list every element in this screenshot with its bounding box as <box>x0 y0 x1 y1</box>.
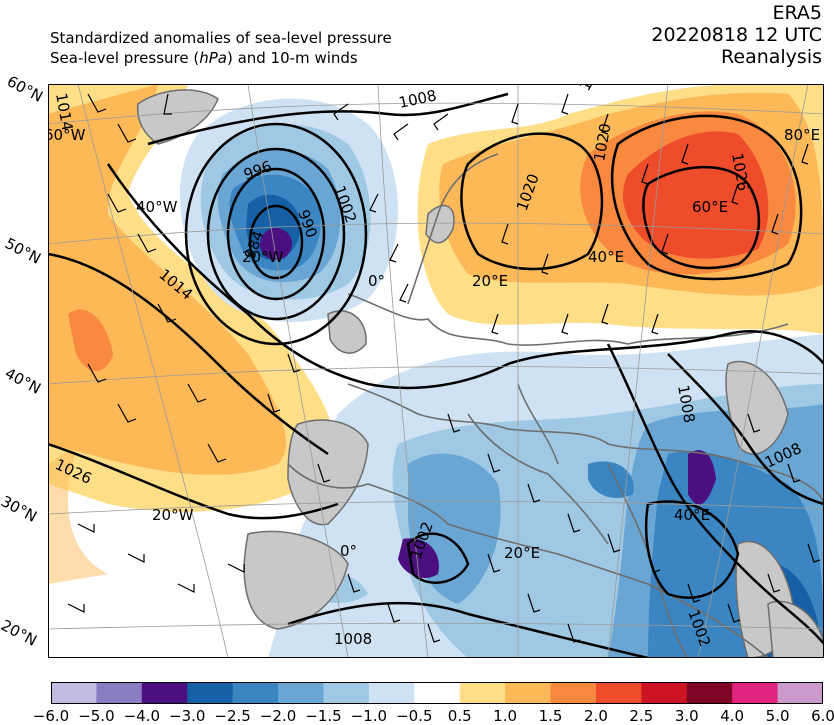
lat-20n: 20°N <box>0 616 40 650</box>
isobar-label-1008b: 1008 <box>334 630 372 648</box>
british-isles <box>327 310 367 354</box>
colorbar-segment <box>414 682 461 704</box>
isobar-1002 <box>184 122 368 346</box>
colorbar-segment <box>777 682 823 704</box>
colorbar-segment <box>505 682 552 704</box>
lon-20e-b: 20°E <box>504 544 540 562</box>
colorbar-segment <box>141 682 188 704</box>
colorbar-segment <box>368 682 415 704</box>
product-label: Reanalysis <box>721 46 822 68</box>
figure-title: Standardized anomalies of sea-level pres… <box>50 28 392 68</box>
colorbar-segment <box>323 682 370 704</box>
lon-60e: 60°E <box>692 198 728 216</box>
lon-80e: 80°E <box>784 126 820 144</box>
colorbar-border <box>51 682 823 704</box>
lat-50n: 50°N <box>1 234 44 268</box>
land-masks <box>136 89 824 658</box>
datetime-label: 20220818 12 UTC <box>651 24 822 46</box>
colorbar-tick-label: 6.0 <box>811 707 834 725</box>
lon-20e-a: 20°E <box>472 272 508 290</box>
source-label: ERA5 <box>772 2 822 24</box>
isobar-1032-russia <box>642 165 761 270</box>
lon-40e-b: 40°E <box>674 506 710 524</box>
colorbar-tick-label: −0.5 <box>396 707 433 725</box>
colorbar-tick-label: −1.0 <box>350 707 388 725</box>
isobar-label-1008c: 1008 <box>576 84 611 94</box>
isobar-984 <box>248 204 304 280</box>
isobar-1020-west <box>48 252 329 456</box>
lon-labels: 60°W 40°W 20°W 0° 20°E 40°E 60°E 80°E 20… <box>48 126 820 562</box>
isobar-996 <box>206 147 346 321</box>
colorbar-segment <box>459 682 506 704</box>
title-line-2: Sea-level pressure (hPa) and 10-m winds <box>50 49 358 67</box>
colorbar-tick-label: 4.0 <box>720 707 745 725</box>
title-line-1: Standardized anomalies of sea-level pres… <box>50 29 392 47</box>
figure-meta: ERA5 20220818 12 UTC Reanalysis <box>651 2 822 68</box>
colorbar-tick-label: −1.5 <box>305 707 342 725</box>
colorbar-tick-label: 5.0 <box>765 707 790 725</box>
isobar-1014 <box>106 163 824 390</box>
colorbar-segment <box>686 682 733 704</box>
graticule <box>48 84 824 658</box>
lon-0-b: 0° <box>340 542 357 560</box>
colorbar-tick-label: 0.5 <box>447 707 472 725</box>
lon-20w-a: 20°W <box>242 248 284 266</box>
lon-40w: 40°W <box>136 198 178 216</box>
map-panel: 60°W 40°W 20°W 0° 20°E 40°E 60°E 80°E 20… <box>48 84 824 658</box>
isobar-990 <box>226 167 326 301</box>
colorbar-tick-label: 1.5 <box>538 707 563 725</box>
colorbar-tick-label: 3.0 <box>674 707 699 725</box>
colorbar-segment <box>550 682 597 704</box>
map-border <box>48 84 824 658</box>
colorbar-segment <box>96 682 143 704</box>
isobar-sicily-low <box>406 532 470 584</box>
colorbar <box>51 682 823 704</box>
isobar-1020-scand <box>460 132 604 271</box>
colorbar-segment <box>641 682 688 704</box>
map-svg: 60°W 40°W 20°W 0° 20°E 40°E 60°E 80°E 20… <box>48 84 824 658</box>
colorbar-segment <box>595 682 642 704</box>
lat-40n: 40°N <box>1 364 44 398</box>
isobar-1008-east <box>606 343 824 645</box>
isobar-1026-west <box>48 442 339 520</box>
wind-barbs <box>67 93 821 643</box>
isobar-1008-south <box>287 601 649 658</box>
lon-60w: 60°W <box>48 126 86 144</box>
colorbar-tick-label: −2.0 <box>259 707 297 725</box>
colorbar-segment <box>278 682 324 704</box>
colorbar-tick-label: −2.5 <box>214 707 251 725</box>
colorbar-segment <box>187 682 234 704</box>
colorbar-tick-label: −6.0 <box>32 707 70 725</box>
colorbar-segment <box>232 682 279 704</box>
greenland <box>136 89 219 145</box>
isobar-1026-russia <box>610 114 803 281</box>
lat-30n: 30°N <box>0 492 40 526</box>
isobar-1002-east <box>667 353 824 506</box>
lon-20w-b: 20°W <box>152 506 194 524</box>
colorbar-tick-label: −5.0 <box>78 707 115 725</box>
caspian-region <box>725 360 789 455</box>
colorbar-segment <box>51 682 97 704</box>
colorbar-tick-label: −4.0 <box>123 707 161 725</box>
isobar-1008-north <box>147 92 509 146</box>
isobars <box>48 92 824 658</box>
nw-africa <box>243 530 349 630</box>
lon-0-a: 0° <box>368 272 385 290</box>
colorbar-tick-label: 2.0 <box>584 707 608 725</box>
colorbar-tick-label: −3.0 <box>169 707 206 725</box>
colorbar-segment <box>732 682 779 704</box>
iberia <box>287 419 369 526</box>
colorbar-tick-label: 2.5 <box>629 707 654 725</box>
lon-40e-a: 40°E <box>588 248 624 266</box>
lat-60n: 60°N <box>3 72 46 106</box>
colorbar-tick-label: 1.0 <box>493 707 518 725</box>
